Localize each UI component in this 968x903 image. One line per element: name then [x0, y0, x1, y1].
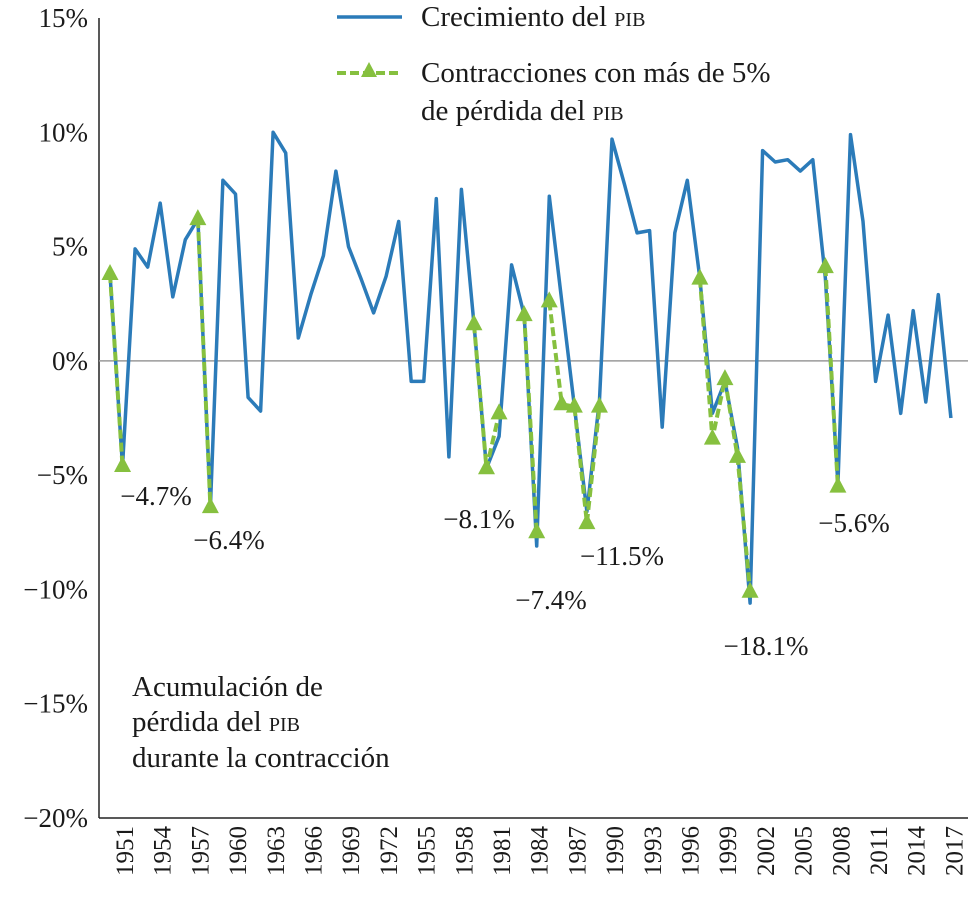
y-tick-label: 15% — [39, 3, 89, 33]
note-line-3: durante la contracción — [132, 742, 390, 774]
x-tick-label: 1958 — [451, 826, 478, 876]
contraction-triangle-marker — [553, 394, 571, 411]
chart-note: Acumulación de pérdida del pib durante l… — [132, 671, 390, 774]
x-tick-label: 1996 — [678, 826, 705, 876]
cumulative-loss-label: −5.6% — [818, 508, 889, 538]
contraction-triangle-marker — [490, 403, 508, 420]
y-tick-label: −10% — [23, 574, 88, 604]
note-line-1: Acumulación de — [132, 671, 323, 703]
contraction-triangle-marker — [816, 257, 834, 274]
contraction-triangle-marker — [528, 522, 546, 539]
x-tick-label: 1966 — [301, 826, 328, 876]
contraction-triangle-marker — [590, 396, 608, 413]
contraction-segment-line — [697, 278, 753, 592]
contraction-triangle-marker — [729, 446, 746, 463]
contraction-triangle-marker — [565, 396, 583, 413]
legend-contraction-label-2: de pérdida del pib — [421, 95, 624, 127]
contraction-triangle-marker — [201, 497, 219, 514]
legend-growth-label: Crecimiento del pib — [421, 1, 645, 33]
x-tick-label: 1993 — [640, 826, 667, 876]
contraction-triangle-marker — [465, 314, 483, 331]
x-tick-label: 1990 — [602, 826, 629, 876]
x-tick-label: 1954 — [150, 826, 177, 877]
contraction-triangle-marker — [478, 458, 495, 475]
y-tick-label: 10% — [39, 117, 89, 147]
note-line-2: pérdida del pib — [132, 706, 300, 738]
contraction-segment-line — [522, 314, 539, 533]
cumulative-loss-label: −11.5% — [580, 541, 664, 571]
legend-contraction-label-1: Contracciones con más de 5% — [421, 57, 771, 89]
contraction-triangle-marker — [101, 264, 119, 280]
x-tick-label: 1960 — [225, 826, 252, 876]
triangle-marker-icon — [361, 62, 377, 77]
x-tick-label: 1957 — [187, 826, 214, 876]
y-tick-label: −20% — [23, 803, 88, 833]
contraction-triangle-marker — [691, 268, 709, 285]
contraction-triangle-marker — [703, 428, 721, 445]
contraction-triangle-marker — [829, 476, 847, 493]
x-tick-label: 1969 — [338, 826, 365, 876]
x-tick-label: 2002 — [753, 826, 780, 876]
contraction-segment-line — [547, 301, 602, 524]
legend: Crecimiento del pib Contracciones con má… — [337, 1, 771, 127]
x-tick-label: 1981 — [489, 826, 516, 876]
cumulative-loss-label: −7.4% — [515, 585, 586, 615]
contraction-triangle-marker — [540, 291, 558, 308]
x-tick-label: 1984 — [527, 826, 554, 877]
cumulative-loss-label: −6.4% — [193, 525, 264, 555]
y-tick-label: −5% — [37, 460, 88, 490]
x-tick-label: 1987 — [564, 826, 591, 876]
x-tick-label: 2011 — [866, 826, 893, 875]
contraction-triangle-marker — [716, 369, 734, 386]
cumulative-loss-label: −4.7% — [120, 481, 191, 511]
cumulative-loss-label: −18.1% — [724, 631, 809, 661]
x-tick-label: 1951 — [112, 826, 139, 876]
x-tick-label: 1963 — [263, 826, 290, 876]
contraction-segment-line — [823, 266, 840, 487]
x-tick-label: 1999 — [715, 826, 742, 876]
growth-series-line — [108, 130, 953, 605]
y-tick-label: 5% — [52, 232, 88, 262]
x-tick-label: 2005 — [791, 826, 818, 876]
x-tick-label: 2008 — [828, 826, 855, 876]
contraction-segment-line — [108, 273, 125, 467]
contraction-triangle-marker — [741, 581, 759, 598]
contraction-triangle-marker — [515, 305, 533, 322]
contraction-segment-line — [195, 219, 213, 508]
cumulative-loss-label: −8.1% — [443, 504, 514, 534]
contraction-triangle-marker — [578, 513, 596, 530]
y-tick-label: −15% — [23, 689, 88, 719]
x-tick-label: 2014 — [904, 826, 931, 877]
x-tick-label: 2017 — [941, 826, 968, 876]
y-tick-label: 0% — [52, 346, 88, 376]
x-tick-label: 1972 — [376, 826, 403, 876]
contraction-triangle-marker — [189, 209, 207, 226]
contraction-triangle-marker — [114, 456, 132, 472]
x-tick-label: 1955 — [414, 826, 441, 876]
